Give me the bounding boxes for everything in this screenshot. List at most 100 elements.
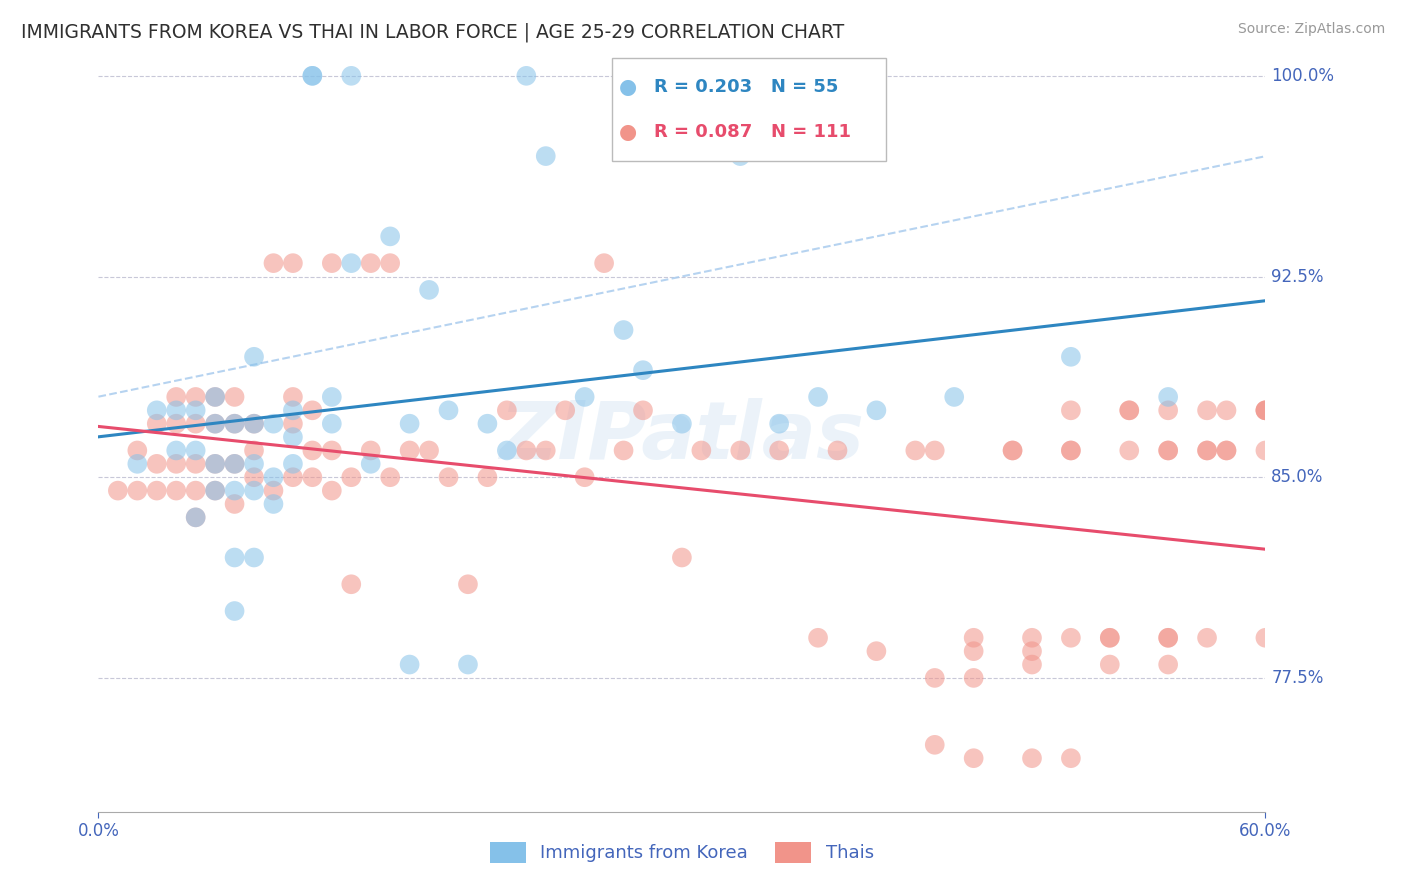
Point bbox=[768, 417, 790, 431]
Point bbox=[612, 323, 634, 337]
Point bbox=[301, 69, 323, 83]
Point bbox=[204, 417, 226, 431]
Point bbox=[807, 631, 830, 645]
Point bbox=[1060, 403, 1083, 417]
Point bbox=[1021, 751, 1043, 765]
Point bbox=[495, 403, 517, 417]
Point bbox=[1157, 443, 1180, 458]
Point bbox=[437, 470, 460, 484]
Point bbox=[1254, 403, 1277, 417]
Point bbox=[515, 443, 537, 458]
Point bbox=[243, 417, 266, 431]
Point bbox=[165, 443, 187, 458]
Point bbox=[1157, 390, 1180, 404]
Point bbox=[321, 443, 343, 458]
Point bbox=[1157, 443, 1180, 458]
Point bbox=[1215, 403, 1237, 417]
Point bbox=[184, 390, 207, 404]
Point bbox=[281, 430, 304, 444]
Point bbox=[204, 457, 226, 471]
Point bbox=[904, 443, 927, 458]
Point bbox=[1060, 443, 1083, 458]
Point bbox=[262, 417, 284, 431]
Point bbox=[924, 671, 946, 685]
Text: 85.0%: 85.0% bbox=[1271, 468, 1323, 486]
Point bbox=[1157, 631, 1180, 645]
Text: 92.5%: 92.5% bbox=[1271, 268, 1323, 285]
Point bbox=[301, 470, 323, 484]
Text: 100.0%: 100.0% bbox=[1271, 67, 1334, 85]
Point bbox=[457, 577, 479, 591]
Point bbox=[1118, 403, 1140, 417]
Point bbox=[184, 483, 207, 498]
Point bbox=[1157, 657, 1180, 672]
Point bbox=[360, 457, 382, 471]
Point bbox=[1157, 631, 1180, 645]
Point bbox=[730, 443, 752, 458]
Point bbox=[1021, 657, 1043, 672]
Point bbox=[1118, 443, 1140, 458]
Point bbox=[612, 443, 634, 458]
Point bbox=[1254, 443, 1277, 458]
Point bbox=[281, 417, 304, 431]
Point bbox=[184, 403, 207, 417]
Point bbox=[243, 443, 266, 458]
Point bbox=[398, 417, 420, 431]
Point bbox=[378, 256, 402, 270]
Point bbox=[631, 363, 654, 377]
Point bbox=[281, 256, 304, 270]
Point bbox=[340, 470, 363, 484]
Point bbox=[340, 577, 363, 591]
Point bbox=[127, 483, 149, 498]
Point bbox=[262, 497, 284, 511]
Point bbox=[301, 443, 323, 458]
Point bbox=[262, 483, 284, 498]
Point bbox=[281, 390, 304, 404]
Point bbox=[146, 483, 169, 498]
Point bbox=[962, 631, 984, 645]
Point bbox=[378, 229, 402, 244]
Point bbox=[1098, 657, 1121, 672]
Point bbox=[1195, 443, 1218, 458]
Point bbox=[204, 417, 226, 431]
Point bbox=[243, 550, 266, 565]
Point bbox=[127, 443, 149, 458]
Point bbox=[165, 403, 187, 417]
Point bbox=[321, 483, 343, 498]
Point bbox=[477, 417, 499, 431]
Point bbox=[224, 457, 246, 471]
Point bbox=[1060, 631, 1083, 645]
Point bbox=[690, 443, 713, 458]
Point bbox=[184, 457, 207, 471]
Point bbox=[224, 550, 246, 565]
Point bbox=[262, 256, 284, 270]
Point bbox=[671, 417, 693, 431]
Point bbox=[924, 738, 946, 752]
Point bbox=[1098, 631, 1121, 645]
Point bbox=[1195, 443, 1218, 458]
Point bbox=[204, 457, 226, 471]
Point bbox=[224, 417, 246, 431]
Point bbox=[184, 417, 207, 431]
Point bbox=[1021, 644, 1043, 658]
Point bbox=[671, 550, 693, 565]
Point bbox=[962, 671, 984, 685]
Point bbox=[243, 457, 266, 471]
Point bbox=[1254, 403, 1277, 417]
Point bbox=[457, 657, 479, 672]
Point bbox=[107, 483, 129, 498]
Point bbox=[165, 390, 187, 404]
Point bbox=[224, 417, 246, 431]
Point bbox=[204, 390, 226, 404]
Point bbox=[437, 403, 460, 417]
Point bbox=[534, 149, 557, 163]
Point bbox=[204, 390, 226, 404]
Point bbox=[515, 69, 537, 83]
Point bbox=[281, 403, 304, 417]
Point bbox=[165, 483, 187, 498]
Point bbox=[1001, 443, 1024, 458]
Point bbox=[184, 443, 207, 458]
Point bbox=[224, 604, 246, 618]
Point bbox=[321, 390, 343, 404]
Point bbox=[281, 457, 304, 471]
